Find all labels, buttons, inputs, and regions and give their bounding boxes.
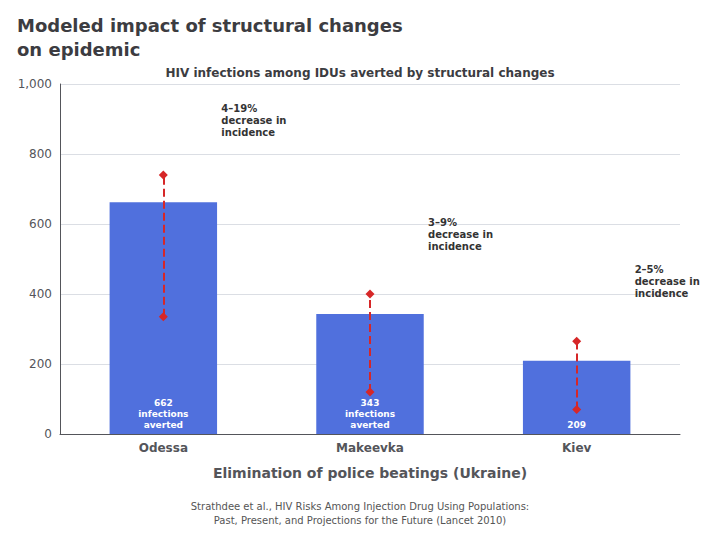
- svg-text:decrease in: decrease in: [221, 115, 286, 126]
- svg-text:Strathdee et al., HIV Risks Am: Strathdee et al., HIV Risks Among Inject…: [191, 501, 529, 512]
- svg-text:decrease in: decrease in: [635, 276, 700, 287]
- svg-text:averted: averted: [144, 420, 183, 430]
- svg-text:incidence: incidence: [635, 288, 689, 299]
- svg-text:209: 209: [567, 420, 586, 430]
- svg-text:Odessa: Odessa: [139, 441, 188, 455]
- svg-text:3–9%: 3–9%: [428, 217, 457, 228]
- svg-text:infections: infections: [345, 409, 395, 419]
- svg-text:600: 600: [29, 217, 52, 231]
- svg-text:662: 662: [154, 398, 173, 408]
- svg-text:Elimination of police beatings: Elimination of police beatings (Ukraine): [213, 465, 527, 481]
- svg-text:400: 400: [29, 287, 52, 301]
- svg-text:incidence: incidence: [221, 127, 275, 138]
- svg-text:HIV infections among IDUs aver: HIV infections among IDUs averted by str…: [165, 66, 554, 80]
- svg-text:1,000: 1,000: [18, 77, 52, 91]
- svg-text:infections: infections: [138, 409, 188, 419]
- svg-text:343: 343: [361, 398, 380, 408]
- svg-text:Makeevka: Makeevka: [336, 441, 404, 455]
- svg-text:200: 200: [29, 357, 52, 371]
- svg-text:2–5%: 2–5%: [635, 264, 664, 275]
- svg-text:on epidemic: on epidemic: [17, 39, 140, 60]
- svg-text:averted: averted: [350, 420, 389, 430]
- svg-text:Past, Present, and Projections: Past, Present, and Projections for the F…: [214, 515, 507, 526]
- svg-text:800: 800: [29, 147, 52, 161]
- svg-text:Kiev: Kiev: [562, 441, 592, 455]
- svg-text:4–19%: 4–19%: [221, 103, 257, 114]
- svg-text:decrease in: decrease in: [428, 229, 493, 240]
- svg-text:incidence: incidence: [428, 241, 482, 252]
- svg-text:0: 0: [44, 427, 52, 441]
- svg-text:Modeled impact of structural c: Modeled impact of structural changes: [17, 15, 403, 36]
